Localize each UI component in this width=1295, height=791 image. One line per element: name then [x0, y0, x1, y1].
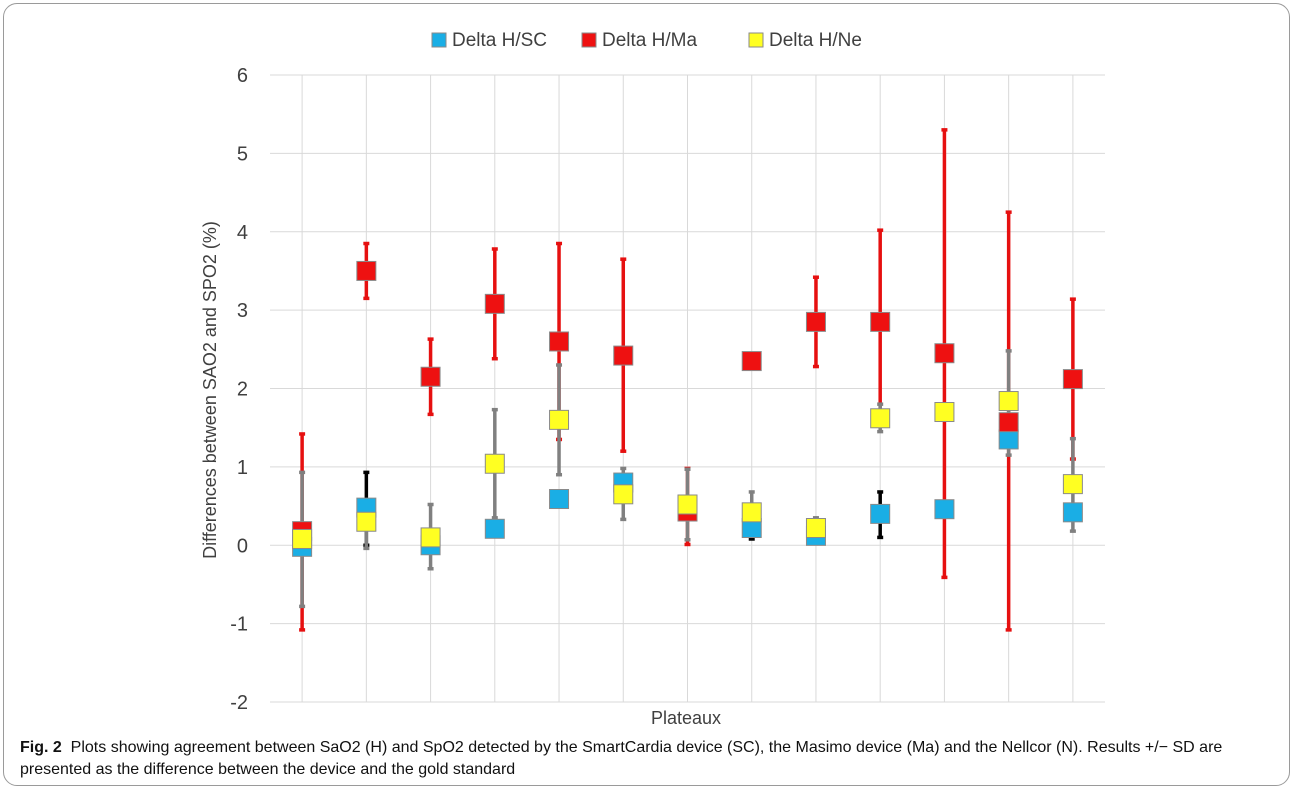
y-tick-label: 3: [237, 300, 248, 322]
data-marker: [741, 351, 762, 372]
figure-caption: Fig. 2 Plots showing agreement between S…: [20, 737, 1280, 781]
y-tick-label: 1: [237, 457, 248, 479]
data-marker: [549, 409, 570, 430]
data-marker: [1062, 369, 1083, 390]
data-marker: [613, 345, 634, 366]
x-axis-label: Plateaux: [651, 708, 721, 728]
figure-label: Fig. 2: [20, 739, 62, 756]
data-marker: [998, 429, 1019, 450]
data-marker: [998, 412, 1019, 433]
data-marker: [870, 408, 891, 429]
data-marker: [484, 293, 505, 314]
y-tick-labels: -2 -1 0 1 2 3 4 5 6: [230, 65, 248, 714]
data-marker: [934, 343, 955, 364]
y-tick-label: 5: [237, 143, 248, 165]
data-marker: [484, 453, 505, 474]
data-marker: [805, 518, 826, 539]
data-marker: [870, 311, 891, 332]
data-marker: [1062, 502, 1083, 523]
y-axis-label: Differences between SAO2 and SPO2 (%): [200, 221, 220, 559]
data-marker: [998, 391, 1019, 412]
data-marker: [1062, 474, 1083, 495]
legend-label: Delta H/Ne: [769, 30, 862, 51]
y-tick-label: 2: [237, 379, 248, 401]
y-tick-label: 0: [237, 535, 248, 557]
data-marker: [356, 260, 377, 281]
data-markers: [292, 260, 1083, 557]
y-tick-label: -2: [230, 692, 248, 714]
figure-caption-text: Plots showing agreement between SaO2 (H)…: [20, 739, 1223, 778]
y-tick-label: -1: [230, 614, 248, 636]
chart-grid: [270, 74, 1105, 703]
data-marker: [356, 511, 377, 532]
data-marker: [870, 503, 891, 524]
legend-swatch: [748, 32, 764, 48]
data-marker: [420, 527, 441, 548]
legend: Delta H/SC Delta H/Ma Delta H/Ne: [431, 30, 862, 51]
legend-swatch: [431, 32, 447, 48]
data-marker: [805, 311, 826, 332]
legend-swatch: [581, 32, 597, 48]
data-marker: [613, 484, 634, 505]
data-marker: [677, 494, 698, 515]
data-marker: [549, 489, 570, 510]
figure-frame: [3, 3, 1290, 786]
data-marker: [934, 499, 955, 520]
data-marker: [549, 331, 570, 352]
legend-label: Delta H/SC: [452, 30, 547, 51]
data-marker: [420, 366, 441, 387]
data-marker: [934, 402, 955, 423]
data-marker: [484, 518, 505, 539]
data-marker: [292, 528, 313, 549]
y-tick-label: 6: [237, 65, 248, 87]
data-marker: [741, 502, 762, 523]
legend-label: Delta H/Ma: [602, 30, 697, 51]
y-tick-label: 4: [237, 222, 248, 244]
